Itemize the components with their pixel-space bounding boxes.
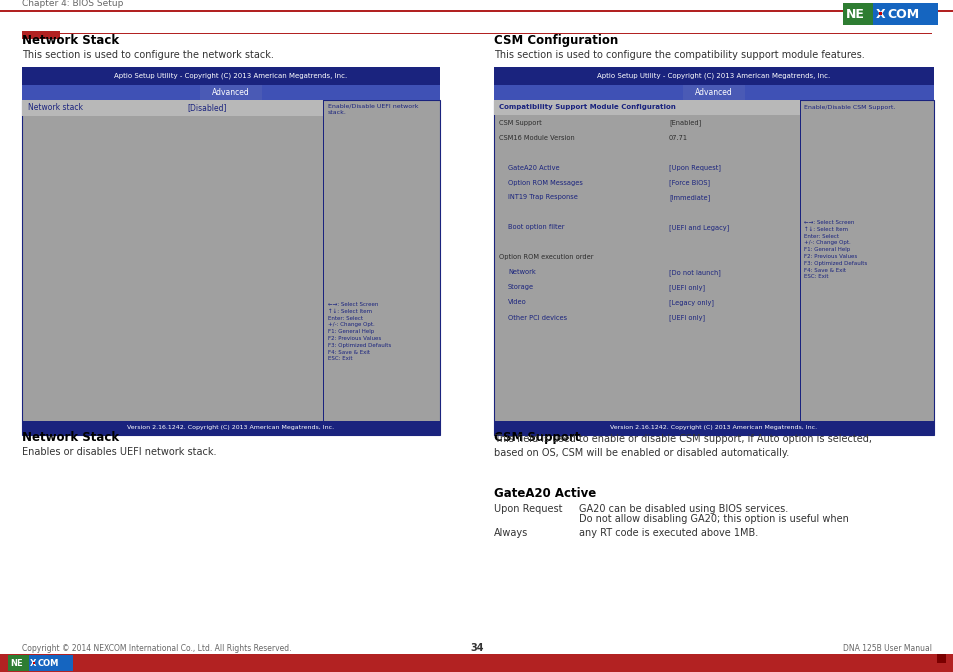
Bar [879,12,882,15]
Text: Network Stack: Network Stack [22,34,119,47]
Text: INT19 Trap Response: INT19 Trap Response [507,194,578,200]
Bar [200,85,262,100]
Text: Enables or disables UEFI network stack.: Enables or disables UEFI network stack. [22,447,216,457]
Bar [799,100,800,435]
Text: Chapter 4: BIOS Setup: Chapter 4: BIOS Setup [22,0,123,8]
Bar [494,100,799,115]
Text: CSM16 Module Version: CSM16 Module Version [498,134,574,140]
Text: Option ROM execution order: Option ROM execution order [498,255,593,261]
Text: Enable/Disable UEFI network
stack.: Enable/Disable UEFI network stack. [328,103,418,115]
Text: NE: NE [10,659,23,667]
Bar [8,655,29,671]
Text: X: X [875,7,884,21]
Text: [Do not launch]: [Do not launch] [668,269,720,276]
Text: Version 2.16.1242. Copyright (C) 2013 American Megatrends, Inc.: Version 2.16.1242. Copyright (C) 2013 Am… [610,425,817,431]
Text: Option ROM Messages: Option ROM Messages [507,179,582,185]
Bar [494,85,933,100]
Text: DNA 125B User Manual: DNA 125B User Manual [842,644,931,653]
Text: Network: Network [507,269,536,276]
Bar [323,100,324,435]
Bar [494,67,933,85]
Text: This section is used to configure the compatibility support module features.: This section is used to configure the co… [494,50,863,60]
Text: 34: 34 [470,643,483,653]
Text: [Legacy only]: [Legacy only] [668,299,713,306]
Bar [0,10,953,12]
Text: Advanced: Advanced [695,88,732,97]
Text: NE: NE [845,7,864,21]
Bar [682,85,744,100]
Text: Aptio Setup Utility - Copyright (C) 2013 American Megatrends, Inc.: Aptio Setup Utility - Copyright (C) 2013… [114,73,347,79]
Text: CSM Configuration: CSM Configuration [494,34,618,47]
Text: Advanced: Advanced [212,88,250,97]
Text: [Immediate]: [Immediate] [668,194,709,201]
Text: 07.71: 07.71 [668,134,687,140]
Bar [32,662,34,664]
Bar [494,100,933,435]
Bar [22,100,323,116]
Bar [22,31,60,39]
Text: [UEFI only]: [UEFI only] [668,314,704,321]
Bar [842,3,873,25]
Bar [22,421,439,435]
Text: ←→: Select Screen
↑↓: Select Item
Enter: Select
+/-: Change Opt.
F1: General Hel: ←→: Select Screen ↑↓: Select Item Enter:… [803,220,866,280]
Text: Compatibility Support Module Configuration: Compatibility Support Module Configurati… [498,105,675,110]
Text: Boot option filter: Boot option filter [507,224,564,230]
Bar [873,3,937,25]
Text: Do not allow disabling GA20; this option is useful when
any RT code is executed : Do not allow disabling GA20; this option… [578,514,848,538]
Text: Enable/Disable CSM Support.: Enable/Disable CSM Support. [803,105,894,110]
Bar [0,654,953,672]
Text: COM: COM [38,659,59,667]
Text: Always: Always [494,528,528,538]
Text: This section is used to configure the network stack.: This section is used to configure the ne… [22,50,274,60]
Bar [22,32,931,34]
Text: Network stack: Network stack [28,103,83,112]
Text: CSM Support: CSM Support [494,431,579,444]
Text: Copyright © 2014 NEXCOM International Co., Ltd. All Rights Reserved.: Copyright © 2014 NEXCOM International Co… [22,644,292,653]
Bar [22,100,439,435]
Text: Network Stack: Network Stack [22,431,119,444]
Bar [22,67,439,85]
Text: [Upon Request]: [Upon Request] [668,164,720,171]
Text: [Disabled]: [Disabled] [187,103,226,112]
Text: Upon Request: Upon Request [494,504,562,514]
Text: [Enabled]: [Enabled] [668,119,700,126]
Text: Video: Video [507,300,526,306]
Text: GA20 can be disabled using BIOS services.: GA20 can be disabled using BIOS services… [578,504,787,514]
Bar [29,655,73,671]
Text: Version 2.16.1242. Copyright (C) 2013 American Megatrends, Inc.: Version 2.16.1242. Copyright (C) 2013 Am… [128,425,335,431]
Text: [UEFI only]: [UEFI only] [668,284,704,291]
Text: ←→: Select Screen
↑↓: Select Item
Enter: Select
+/-: Change Opt.
F1: General Hel: ←→: Select Screen ↑↓: Select Item Enter:… [328,302,391,362]
Text: [Force BIOS]: [Force BIOS] [668,179,709,186]
Text: GateA20 Active: GateA20 Active [507,165,559,171]
Text: Storage: Storage [507,284,534,290]
Text: This field is used to enable or disable CSM support, if Auto option is selected,: This field is used to enable or disable … [494,434,871,458]
Text: Other PCI devices: Other PCI devices [507,314,566,321]
Bar [936,654,945,663]
Bar [22,85,439,100]
Text: COM: COM [886,7,919,21]
Text: CSM Support: CSM Support [498,120,541,126]
Text: Aptio Setup Utility - Copyright (C) 2013 American Megatrends, Inc.: Aptio Setup Utility - Copyright (C) 2013… [597,73,830,79]
Text: [UEFI and Legacy]: [UEFI and Legacy] [668,224,728,231]
Text: GateA20 Active: GateA20 Active [494,487,596,500]
Bar [494,421,933,435]
Text: X: X [30,659,36,667]
